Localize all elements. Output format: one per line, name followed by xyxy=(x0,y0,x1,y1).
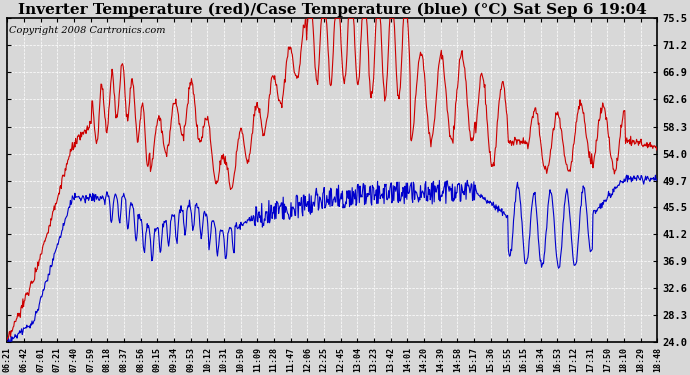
Title: Inverter Temperature (red)/Case Temperature (blue) (°C) Sat Sep 6 19:04: Inverter Temperature (red)/Case Temperat… xyxy=(18,3,647,17)
Text: Copyright 2008 Cartronics.com: Copyright 2008 Cartronics.com xyxy=(8,26,165,35)
